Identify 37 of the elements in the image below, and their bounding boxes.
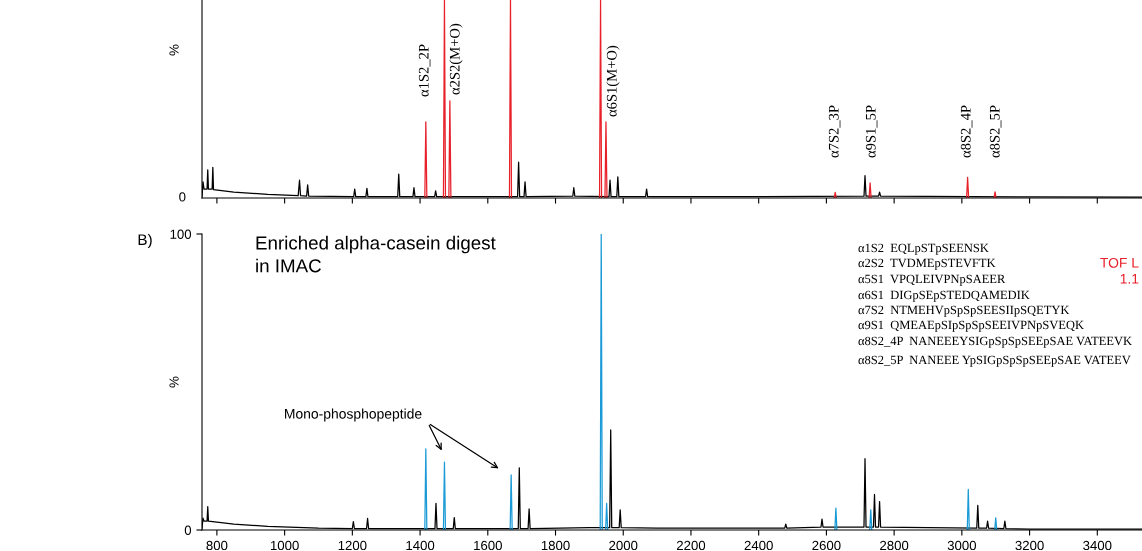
y-axis-title: %	[169, 44, 179, 56]
y-axis-title: %	[169, 376, 179, 388]
annotation: α9S1 QMEAEpSIpSpSpSEEIVPNpSVEQK	[858, 320, 1084, 332]
annotation: α2S2(M+O)	[449, 23, 463, 95]
annotation: TOF L	[1100, 257, 1139, 268]
annotation: Mono-phosphopeptide	[285, 408, 422, 422]
x-tick-label: 1800	[541, 540, 570, 551]
annotation: α8S2_5P NANEEE YpSIGpSpSpSEEpSAE VATEEV	[858, 355, 1131, 367]
annotation: α8S2_5P	[989, 105, 1002, 158]
annotation: α1S2 EQLpSTpSEENSK	[858, 243, 989, 255]
x-tick-label: 1200	[338, 540, 367, 551]
x-tick-label: 1000	[270, 540, 299, 551]
annotation: α9S1_5P	[865, 105, 878, 158]
x-tick-label: 1600	[474, 540, 502, 551]
annotation: α7S2 NTMEHVpSpSpSEESIIpSQETYK	[858, 305, 1070, 317]
annotation: α2S2 TVDMEpSTEVFTK	[858, 258, 996, 270]
x-tick-label: 3400	[1083, 540, 1112, 551]
annotation: α6S1 DIGpSEpSTEDQAMEDIK	[858, 290, 1030, 302]
annotation: α7S2_3P	[828, 105, 841, 158]
annotation: α8S2_4P	[960, 105, 973, 158]
annotation: Enriched alpha-casein digest in IMAC	[256, 235, 496, 273]
x-tick-label: 2600	[812, 540, 841, 551]
x-tick-label: 2800	[880, 540, 909, 551]
y-tick-label: 100	[170, 229, 192, 239]
annotation: α1S2_2P	[418, 44, 431, 97]
chart-title: B)	[138, 233, 152, 249]
x-tick-label: 1400	[406, 540, 435, 551]
x-tick-label: 2200	[676, 540, 706, 551]
x-tick-label: 3200	[1015, 540, 1044, 551]
annotation: α6S1(M+O)	[606, 45, 620, 117]
x-tick-label: 2400	[744, 540, 773, 551]
x-tick-label: 800	[206, 540, 228, 551]
annotation: α5S1 VPQLEIVPNpSAEER	[858, 274, 1006, 286]
x-tick-label: 3000	[947, 540, 977, 551]
annotation: α8S2_4P NANEEEYSIGpSpSpSEEpSAE VATEEVK	[858, 336, 1132, 348]
x-tick-label: 2000	[609, 540, 638, 551]
annotation: 1.1	[1120, 274, 1139, 284]
